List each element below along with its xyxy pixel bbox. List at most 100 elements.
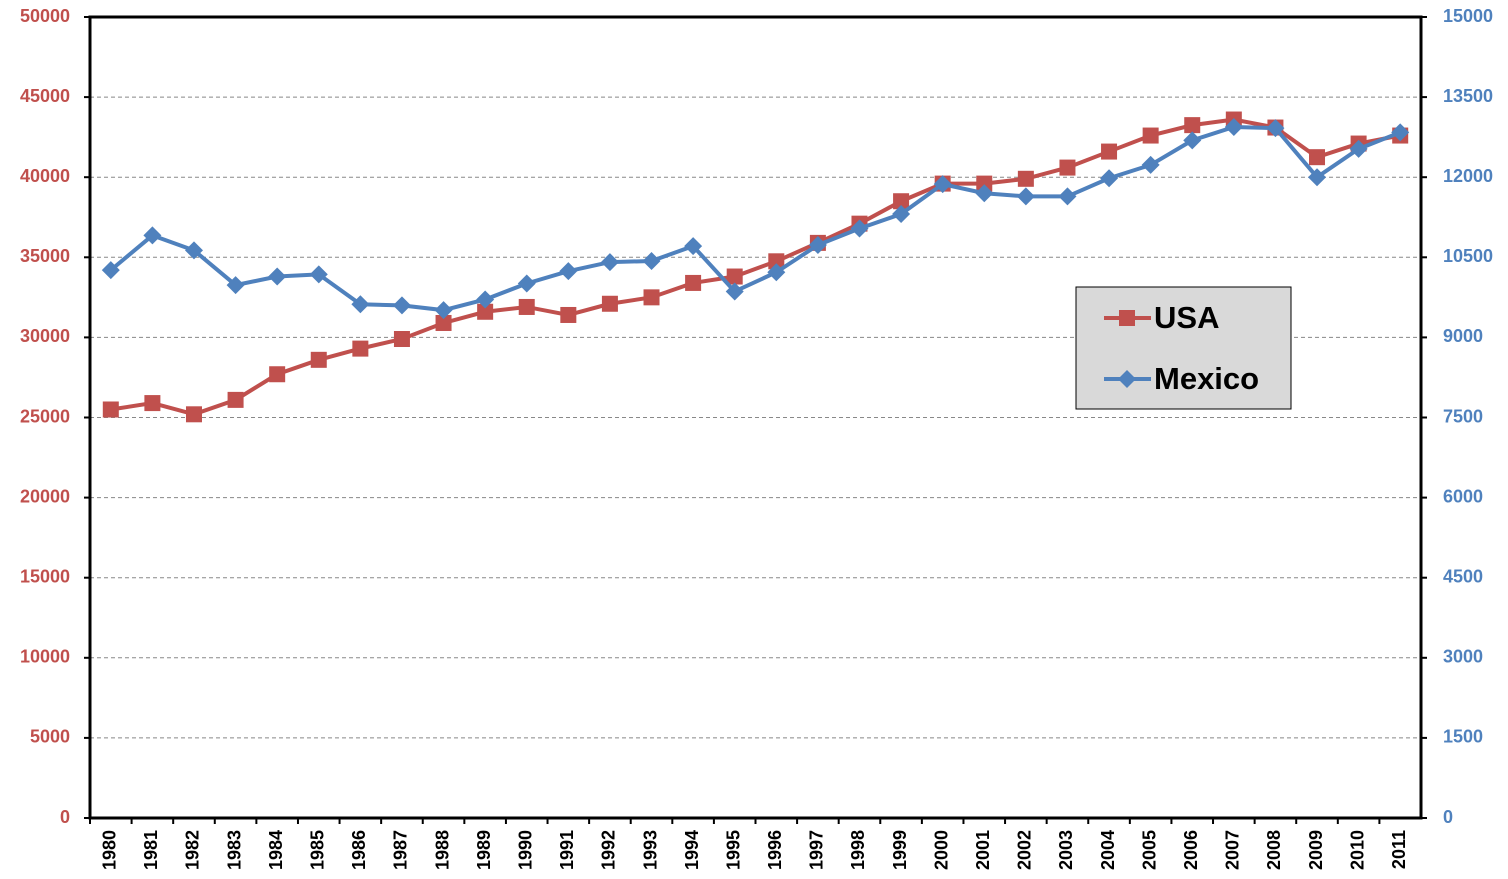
legend-box [1075, 286, 1292, 410]
y-tick-label: 5000 [30, 727, 70, 747]
y-tick-label: 40000 [20, 166, 70, 186]
x-tick-label: 2006 [1181, 830, 1201, 870]
series-line [109, 124, 1401, 313]
marker [1017, 170, 1034, 187]
marker [975, 184, 994, 203]
marker [435, 314, 452, 331]
x-tick-label: 2003 [1056, 830, 1076, 870]
x-tick-label: 1987 [391, 830, 411, 870]
marker [310, 351, 327, 368]
x-tick-label: 1995 [723, 830, 743, 870]
y-tick-label: 25000 [20, 406, 70, 426]
legend-marker [1119, 310, 1135, 326]
marker [850, 219, 869, 238]
marker [392, 296, 411, 315]
x-tick-label: 2010 [1347, 830, 1367, 870]
y-tick-label: 30000 [20, 326, 70, 346]
y2-tick-label: 1500 [1443, 727, 1483, 747]
marker [185, 406, 202, 423]
marker [1224, 118, 1243, 137]
marker [1058, 187, 1077, 206]
marker [143, 226, 162, 245]
marker [518, 298, 535, 315]
marker [1059, 159, 1076, 176]
y-tick-label: 20000 [20, 486, 70, 506]
marker [892, 205, 911, 224]
marker [600, 253, 619, 272]
marker [1016, 187, 1035, 206]
x-tick-label: 1982 [183, 830, 203, 870]
x-tick-label: 2009 [1306, 830, 1326, 870]
marker [434, 301, 453, 320]
marker [351, 295, 370, 314]
x-tick-label: 2008 [1264, 830, 1284, 870]
y2-tick-label: 4500 [1443, 566, 1483, 586]
x-tick-label: 1991 [557, 830, 577, 870]
marker [1391, 123, 1410, 142]
marker [1100, 169, 1119, 188]
x-tick-label: 1989 [474, 830, 494, 870]
marker [477, 303, 494, 320]
marker [933, 175, 952, 194]
marker [768, 253, 785, 270]
marker [685, 274, 702, 291]
x-tick-label: 2000 [931, 830, 951, 870]
y-tick-label: 35000 [20, 246, 70, 266]
y2-tick-label: 13500 [1443, 86, 1493, 106]
marker [767, 263, 786, 282]
x-tick-label: 1993 [640, 830, 660, 870]
marker [1142, 127, 1159, 144]
marker [684, 237, 703, 256]
y2-tick-label: 10500 [1443, 246, 1493, 266]
marker [601, 295, 618, 312]
x-tick-label: 1985 [308, 830, 328, 870]
marker [559, 262, 578, 281]
legend-label: USA [1154, 300, 1219, 335]
marker [1101, 143, 1118, 160]
marker [309, 265, 328, 284]
x-tick-label: 2004 [1098, 830, 1118, 870]
marker [393, 331, 410, 348]
marker [643, 289, 660, 306]
y-tick-label: 50000 [20, 6, 70, 26]
y2-tick-label: 6000 [1443, 486, 1483, 506]
x-tick-label: 1981 [141, 830, 161, 870]
y2-tick-label: 0 [1443, 807, 1453, 827]
marker [1141, 155, 1160, 174]
x-tick-label: 2001 [973, 830, 993, 870]
marker [893, 193, 910, 210]
y2-tick-label: 3000 [1443, 647, 1483, 667]
marker [227, 391, 244, 408]
x-tick-label: 2007 [1223, 830, 1243, 870]
x-tick-label: 1994 [682, 830, 702, 870]
y2-tick-label: 7500 [1443, 406, 1483, 426]
marker [1349, 139, 1368, 158]
marker [1183, 131, 1202, 150]
marker [268, 267, 287, 286]
y-tick-label: 15000 [20, 566, 70, 586]
x-tick-label: 2002 [1015, 830, 1035, 870]
marker [102, 401, 119, 418]
marker [976, 175, 993, 192]
legend-label: Mexico [1154, 361, 1259, 396]
x-tick-label: 1980 [100, 830, 120, 870]
marker [1266, 119, 1285, 138]
y-tick-label: 0 [60, 807, 70, 827]
x-tick-label: 2011 [1389, 830, 1409, 869]
x-tick-label: 1998 [848, 830, 868, 870]
y2-tick-label: 9000 [1443, 326, 1483, 346]
x-tick-label: 1988 [432, 830, 452, 870]
x-tick-label: 1984 [266, 830, 286, 870]
x-tick-label: 1986 [349, 830, 369, 870]
marker [144, 395, 161, 412]
x-tick-label: 1983 [224, 830, 244, 870]
y-tick-label: 45000 [20, 86, 70, 106]
marker [1309, 149, 1326, 166]
marker [476, 290, 495, 309]
marker [725, 282, 744, 301]
marker [560, 306, 577, 323]
marker [726, 268, 743, 285]
x-tick-label: 1996 [765, 830, 785, 870]
x-tick-label: 1997 [807, 830, 827, 870]
